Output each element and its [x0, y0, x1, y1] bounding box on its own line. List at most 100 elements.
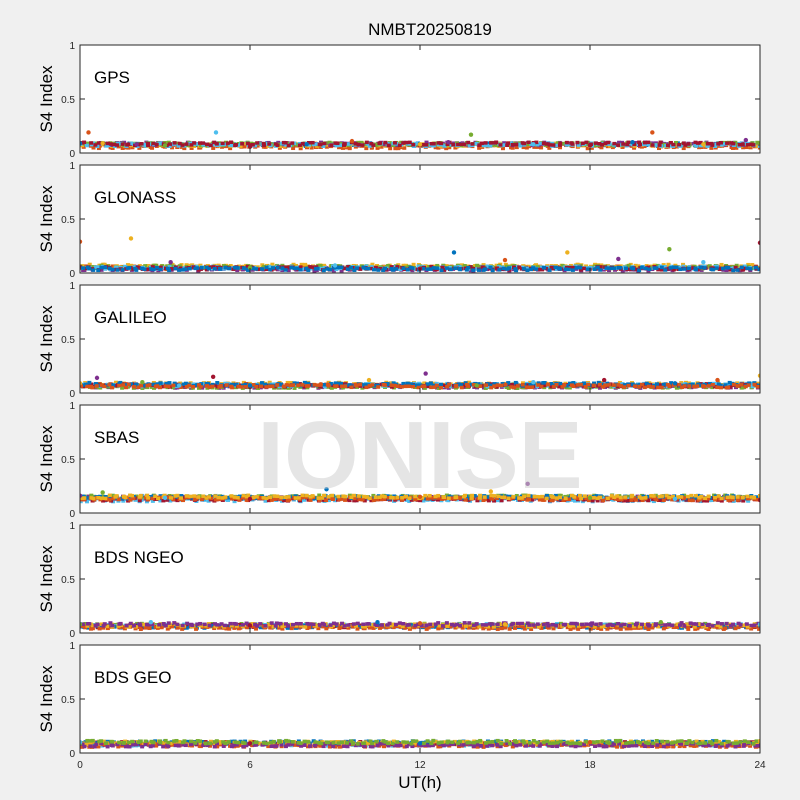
data-point — [213, 130, 219, 135]
data-point — [235, 266, 240, 270]
data-point — [519, 267, 524, 271]
data-point — [242, 144, 247, 149]
data-point — [96, 146, 101, 151]
data-point — [537, 498, 542, 502]
data-point — [224, 383, 229, 387]
data-point — [442, 495, 447, 499]
data-point — [502, 143, 507, 147]
data-point — [654, 382, 659, 386]
data-point — [118, 141, 123, 146]
data-point — [560, 141, 565, 146]
data-point — [514, 268, 519, 273]
data-point — [80, 141, 83, 146]
data-point — [425, 497, 430, 501]
data-point — [607, 268, 612, 273]
data-point — [321, 144, 326, 148]
data-point — [646, 140, 651, 145]
data-point — [444, 146, 449, 151]
data-point — [522, 494, 527, 499]
data-point — [576, 143, 581, 147]
data-point — [612, 141, 617, 146]
data-point — [227, 266, 232, 271]
data-point — [322, 493, 327, 498]
data-point — [168, 496, 173, 500]
data-point — [318, 145, 323, 149]
figure-title: NMBT20250819 — [368, 20, 492, 39]
data-point — [184, 142, 189, 146]
data-point — [492, 382, 497, 386]
data-point — [475, 263, 480, 268]
data-point — [682, 384, 687, 388]
y-tick-label: 0 — [69, 149, 75, 160]
data-point — [382, 497, 387, 501]
data-point — [206, 382, 211, 386]
data-point — [433, 494, 438, 499]
data-point — [184, 263, 189, 267]
data-point — [347, 493, 352, 498]
data-point — [657, 383, 662, 387]
data-point — [677, 142, 682, 147]
data-point — [536, 383, 541, 387]
data-point — [654, 497, 659, 502]
data-point — [489, 383, 494, 388]
data-point — [322, 263, 327, 268]
data-point — [462, 142, 467, 146]
data-point — [451, 250, 457, 255]
data-point — [173, 494, 178, 498]
data-point — [183, 267, 188, 271]
data-point — [395, 384, 400, 388]
data-point — [410, 266, 415, 270]
data-point — [748, 267, 753, 271]
data-point — [534, 267, 539, 271]
data-point — [271, 142, 276, 147]
data-point — [191, 265, 196, 269]
data-point — [158, 141, 163, 145]
data-point — [623, 495, 628, 499]
data-point — [750, 263, 755, 267]
data-point — [204, 496, 209, 500]
data-point — [659, 265, 664, 270]
data-point — [745, 143, 750, 147]
data-point — [667, 495, 672, 500]
data-point — [510, 146, 515, 150]
data-point — [553, 493, 558, 498]
data-point — [386, 143, 391, 148]
data-point — [130, 493, 135, 498]
data-point — [302, 265, 307, 269]
data-point — [698, 265, 703, 270]
data-point — [474, 383, 479, 388]
data-point — [373, 265, 378, 270]
data-point — [99, 383, 104, 387]
data-point — [547, 146, 552, 150]
data-point — [275, 267, 280, 272]
data-point — [591, 383, 596, 388]
data-point — [720, 266, 725, 271]
data-point — [436, 386, 441, 390]
data-point — [339, 265, 344, 270]
data-point — [156, 496, 161, 501]
data-point — [601, 498, 606, 503]
data-point — [356, 494, 361, 498]
data-point — [286, 265, 291, 269]
data-point — [245, 141, 250, 146]
data-point — [208, 143, 213, 148]
data-point — [337, 384, 342, 388]
data-point — [134, 268, 139, 272]
data-point — [246, 493, 251, 498]
data-point — [534, 263, 539, 267]
data-point — [110, 493, 115, 498]
data-point — [290, 141, 295, 145]
data-point — [422, 381, 427, 385]
data-point — [634, 498, 639, 502]
y-tick-label: 1 — [69, 161, 75, 172]
data-point — [609, 385, 614, 389]
data-point — [279, 495, 284, 500]
data-point — [598, 268, 603, 272]
data-point — [391, 143, 396, 148]
data-point — [144, 495, 149, 499]
data-point — [540, 267, 545, 272]
data-point — [674, 265, 679, 269]
data-point — [420, 142, 425, 147]
data-point — [243, 385, 248, 389]
data-point — [120, 386, 125, 390]
